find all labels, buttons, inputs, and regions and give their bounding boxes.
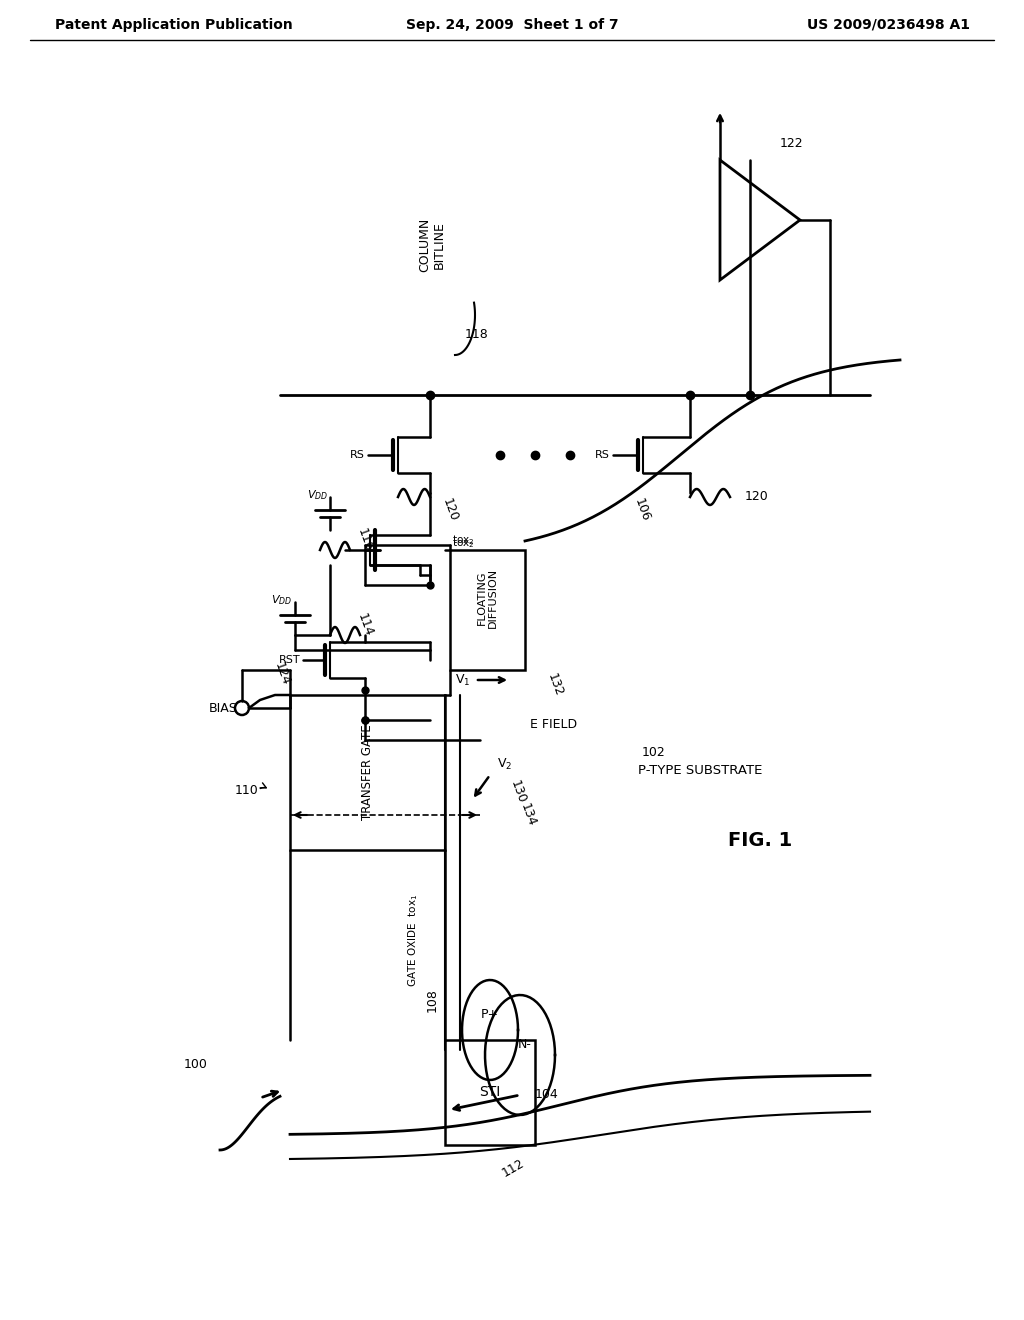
Text: 114: 114	[355, 611, 376, 639]
Text: 120: 120	[745, 491, 769, 503]
Text: 118: 118	[465, 329, 488, 342]
Text: V$_1$: V$_1$	[455, 672, 470, 688]
Text: P-TYPE SUBSTRATE: P-TYPE SUBSTRATE	[638, 763, 762, 776]
Text: Patent Application Publication: Patent Application Publication	[55, 18, 293, 32]
Text: 120: 120	[440, 496, 461, 524]
Text: $V_{DD}$: $V_{DD}$	[307, 488, 328, 502]
Text: V$_2$: V$_2$	[497, 756, 512, 772]
Text: N-: N-	[518, 1039, 531, 1052]
Text: TRANSFER GATE: TRANSFER GATE	[361, 725, 374, 820]
Text: 102: 102	[641, 747, 665, 759]
Text: P+: P+	[481, 1008, 499, 1022]
Text: Sep. 24, 2009  Sheet 1 of 7: Sep. 24, 2009 Sheet 1 of 7	[406, 18, 618, 32]
Text: tox$_2$: tox$_2$	[452, 533, 474, 546]
Bar	[290, 696, 445, 850]
Text: GATE OXIDE  tox$_1$: GATE OXIDE tox$_1$	[407, 894, 420, 987]
Text: 112: 112	[500, 1158, 527, 1180]
Text: $V_{DD}$: $V_{DD}$	[270, 593, 292, 607]
Text: 134: 134	[518, 801, 539, 829]
Text: RS: RS	[595, 450, 610, 459]
Text: tox$_2$: tox$_2$	[452, 536, 474, 550]
Text: 122: 122	[780, 137, 804, 150]
Text: US 2009/0236498 A1: US 2009/0236498 A1	[807, 18, 970, 32]
Text: 124: 124	[272, 660, 292, 686]
Text: 130: 130	[508, 779, 528, 805]
Text: 108: 108	[426, 989, 438, 1012]
Text: STI: STI	[479, 1085, 501, 1100]
Text: FLOATING
DIFFUSION: FLOATING DIFFUSION	[477, 568, 499, 628]
Text: BIAS: BIAS	[209, 701, 238, 714]
Text: 106: 106	[632, 496, 652, 524]
Bar	[445, 1040, 535, 1144]
Text: 100: 100	[184, 1059, 208, 1072]
Text: E FIELD: E FIELD	[530, 718, 578, 731]
Text: RS: RS	[350, 450, 365, 459]
Text: 116: 116	[355, 527, 376, 553]
Text: 110: 110	[234, 784, 258, 796]
Bar	[450, 550, 525, 671]
Text: 132: 132	[545, 672, 565, 698]
Text: RST: RST	[279, 655, 300, 665]
Text: FIG. 1: FIG. 1	[728, 830, 793, 850]
Text: COLUMN
BITLINE: COLUMN BITLINE	[418, 218, 446, 272]
Text: 104: 104	[535, 1089, 559, 1101]
